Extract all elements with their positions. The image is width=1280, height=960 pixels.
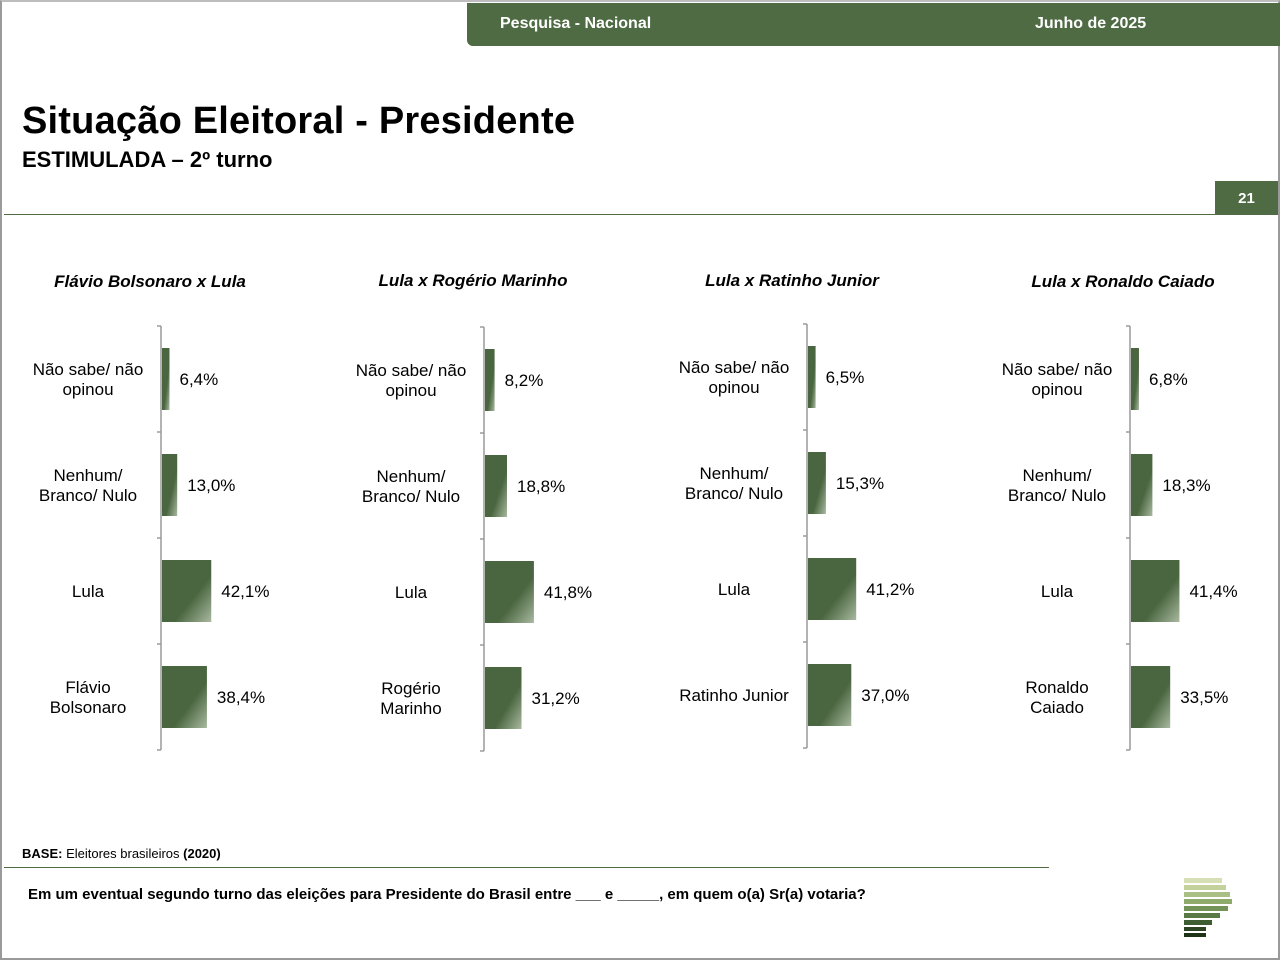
bar [1131, 560, 1180, 622]
bar [1131, 348, 1139, 410]
bar [485, 349, 495, 411]
category-label: Não sabe/ não opinou [679, 358, 790, 397]
bar [485, 455, 507, 517]
category-label: Não sabe/ não opinou [1002, 360, 1113, 399]
data-label: 18,3% [1162, 476, 1210, 495]
bar-chart-flavio-lula: 6,4% Não sabe/ não opinou 13,0% Nenhum/Branc… [33, 325, 269, 751]
category-label: Nenhum/Branco/ Nulo [362, 467, 460, 506]
category-label: Nenhum/Branco/ Nulo [1008, 466, 1106, 505]
bar [1131, 454, 1153, 516]
base-label: BASE: [22, 846, 63, 861]
data-label: 31,2% [532, 689, 580, 708]
category-label: Lula [1041, 582, 1074, 601]
category-label: Lula [718, 580, 751, 599]
header-divider [4, 214, 1276, 215]
data-label: 37,0% [861, 686, 909, 705]
bar [162, 454, 178, 516]
chart-title-3: Lula x Ratinho Junior [705, 271, 879, 290]
data-label: 33,5% [1180, 688, 1228, 707]
category-label: Lula [72, 582, 105, 601]
bar [162, 560, 212, 622]
bar [808, 558, 857, 620]
category-label: Nenhum/Branco/ Nulo [39, 466, 137, 505]
bar [808, 346, 816, 408]
bar [808, 664, 852, 726]
data-label: 13,0% [187, 476, 235, 495]
category-label: Flávio Bolsonaro [50, 678, 127, 717]
data-label: 42,1% [221, 582, 269, 601]
category-label: Não sabe/ não opinou [33, 360, 144, 399]
bar [808, 452, 826, 514]
data-label: 6,4% [179, 370, 218, 389]
data-label: 8,2% [505, 371, 544, 390]
bar [485, 561, 534, 623]
bar-chart-lula-marinho: 8,2% Não sabe/ não opinou 18,8% Nenhum/Branc… [356, 326, 592, 752]
base-note: BASE: Eleitores brasileiros (2020) [22, 846, 221, 861]
bar-chart-lula-ratinho: 6,5% Não sabe/ não opinou 15,3% Nenhum/Branc… [679, 323, 914, 749]
date-label: Junho de 2025 [1035, 15, 1147, 32]
base-text: Eleitores brasileiros [66, 846, 180, 861]
data-label: 6,5% [826, 368, 865, 387]
page-number-badge: 21 [1215, 181, 1278, 215]
category-label: Ratinho Junior [679, 686, 789, 705]
page-subtitle: ESTIMULADA – 2º turno [22, 147, 273, 172]
bar [162, 348, 170, 410]
data-label: 41,4% [1189, 582, 1237, 601]
base-count: (2020) [183, 846, 221, 861]
data-label: 41,2% [866, 580, 914, 599]
bar [1131, 666, 1171, 728]
data-label: 6,8% [1149, 370, 1188, 389]
page-title: Situação Eleitoral - Presidente [22, 100, 576, 142]
category-label: Lula [395, 583, 428, 602]
company-logo-icon [1184, 878, 1232, 937]
chart-title-1: Flávio Bolsonaro x Lula [54, 272, 246, 291]
top-header-bar: Pesquisa - Nacional Junho de 2025 [467, 3, 1280, 46]
survey-question: Em um eventual segundo turno das eleiçõe… [28, 886, 866, 903]
footer-divider [4, 867, 1049, 868]
data-label: 41,8% [544, 583, 592, 602]
bar [485, 667, 522, 729]
data-label: 18,8% [517, 477, 565, 496]
data-label: 38,4% [217, 688, 265, 707]
bar-chart-lula-caiado: 6,8% Não sabe/ não opinou 18,3% Nenhum/Branc… [1002, 325, 1238, 751]
bar [162, 666, 207, 728]
category-label: Rogério Marinho [380, 679, 441, 718]
category-label: Ronaldo Caiado [1025, 678, 1088, 717]
category-label: Não sabe/ não opinou [356, 361, 467, 400]
category-label: Nenhum/Branco/ Nulo [685, 464, 783, 503]
chart-title-4: Lula x Ronaldo Caiado [1031, 272, 1215, 291]
chart-title-2: Lula x Rogério Marinho [378, 271, 568, 290]
data-label: 15,3% [836, 474, 884, 493]
survey-label: Pesquisa - Nacional [500, 15, 652, 32]
